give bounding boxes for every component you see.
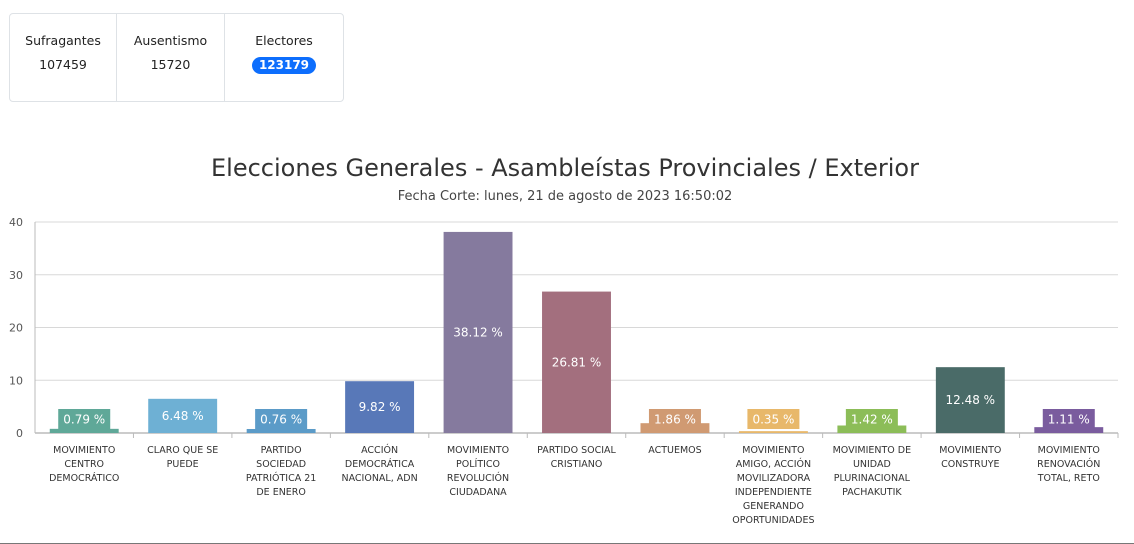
x-category-label: MOVIMIENTO xyxy=(742,445,804,456)
chart-bar xyxy=(246,428,316,433)
chart-bar xyxy=(738,431,808,433)
x-category-label: PLURINACIONAL xyxy=(834,473,911,484)
stat-label: Ausentismo xyxy=(133,33,208,48)
data-label: 12.48 % xyxy=(946,393,996,407)
x-category-label: DE ENERO xyxy=(256,487,306,498)
data-label-box xyxy=(648,409,701,429)
x-category-label: ACCIÓN xyxy=(361,444,398,456)
x-category-label: POLÍTICO xyxy=(456,458,500,470)
chart-bar xyxy=(1034,427,1104,433)
stat-value: 15720 xyxy=(150,57,191,72)
data-label-box xyxy=(58,409,111,429)
x-category-label: MOVILIZADORA xyxy=(737,473,811,484)
stat-ausentismo: Ausentismo 15720 xyxy=(117,14,225,101)
data-label: 6.48 % xyxy=(162,409,204,423)
x-category-label: CLARO QUE SE xyxy=(147,445,218,456)
y-tick-label: 30 xyxy=(9,269,23,282)
x-category-label: MOVIMIENTO xyxy=(53,445,115,456)
x-category-label: CRISTIANO xyxy=(551,459,603,470)
stat-value: 107459 xyxy=(39,57,87,72)
x-category-label: AMIGO, ACCIÓN xyxy=(736,458,811,470)
x-category-label: SOCIEDAD xyxy=(256,459,306,470)
stat-label: Electores xyxy=(255,33,313,48)
data-label: 1.11 % xyxy=(1048,413,1090,427)
bar-chart: Elecciones Generales - Asambleístas Prov… xyxy=(9,154,1119,526)
y-tick-label: 10 xyxy=(9,374,23,387)
data-label: 0.79 % xyxy=(63,413,105,427)
x-category-label: GENERANDO xyxy=(743,501,804,512)
data-label-box xyxy=(255,409,308,429)
chart-bar xyxy=(935,367,1005,433)
electores-badge: 123179 xyxy=(251,57,317,74)
y-tick-label: 0 xyxy=(16,427,23,440)
chart-bar xyxy=(49,428,119,433)
x-category-label: DEMOCRÁTICA xyxy=(345,458,415,470)
x-category-label: PACHAKUTIK xyxy=(842,487,902,498)
data-label-box xyxy=(845,409,898,429)
chart-bar xyxy=(542,291,611,433)
chart-subtitle: Fecha Corte: lunes, 21 de agosto de 2023… xyxy=(398,189,733,204)
chart-bar xyxy=(345,381,415,433)
x-category-label: PATRIÓTICA 21 xyxy=(246,472,316,484)
x-category-label: MOVIMIENTO xyxy=(1038,445,1100,456)
data-label: 38.12 % xyxy=(453,325,503,339)
x-category-label: REVOLUCIÓN xyxy=(447,472,509,484)
x-category-label: DEMOCRÁTICO xyxy=(49,472,119,484)
chart-title: Elecciones Generales - Asambleístas Prov… xyxy=(211,154,919,182)
stat-electores: Electores 123179 xyxy=(225,14,343,101)
x-category-label: CIUDADANA xyxy=(449,487,507,498)
x-category-label: CONSTRUYE xyxy=(941,459,999,470)
data-label: 1.42 % xyxy=(851,413,893,427)
x-category-label: NACIONAL, ADN xyxy=(341,473,417,484)
x-category-label: CENTRO xyxy=(64,459,104,470)
x-category-label: INDEPENDIENTE xyxy=(735,487,812,498)
chart-bar xyxy=(837,425,907,433)
data-label: 26.81 % xyxy=(552,355,602,369)
y-tick-label: 40 xyxy=(9,216,23,229)
data-label: 0.35 % xyxy=(752,413,794,427)
x-category-label: MOVIMIENTO xyxy=(939,445,1001,456)
chart-bar xyxy=(148,398,218,433)
x-category-label: PARTIDO SOCIAL xyxy=(537,445,616,456)
x-category-label: OPORTUNIDADES xyxy=(732,515,814,526)
x-category-label: PUEDE xyxy=(167,459,199,470)
data-label-box xyxy=(1042,409,1095,429)
x-category-label: ACTUEMOS xyxy=(648,445,701,456)
x-category-label: UNIDAD xyxy=(853,459,891,470)
data-label: 0.76 % xyxy=(260,413,302,427)
x-category-label: MOVIMIENTO xyxy=(447,445,509,456)
data-label-box xyxy=(747,409,800,429)
stat-label: Sufragantes xyxy=(25,33,101,48)
data-label: 1.86 % xyxy=(654,413,696,427)
y-tick-label: 20 xyxy=(9,322,23,335)
x-category-label: MOVIMIENTO DE xyxy=(833,445,912,456)
x-category-label: TOTAL, RETO xyxy=(1037,473,1100,484)
data-label: 9.82 % xyxy=(359,400,401,414)
x-category-label: PARTIDO xyxy=(261,445,302,456)
summary-card: Sufragantes 107459 Ausentismo 15720 Elec… xyxy=(9,13,344,102)
x-category-label: RENOVACIÓN xyxy=(1037,458,1100,470)
stat-sufragantes: Sufragantes 107459 xyxy=(10,14,117,101)
chart-bar xyxy=(443,231,513,433)
